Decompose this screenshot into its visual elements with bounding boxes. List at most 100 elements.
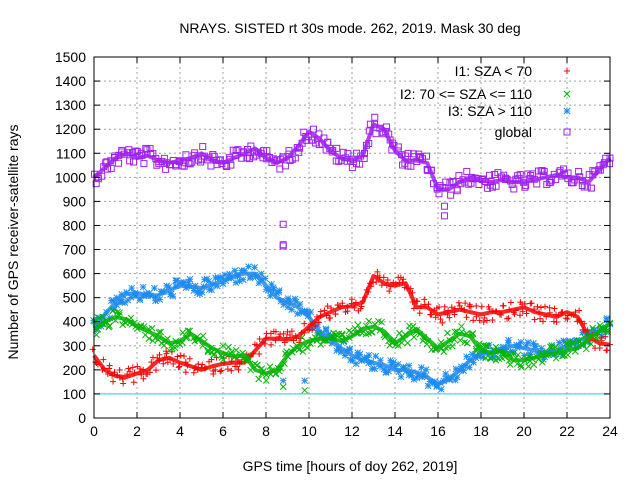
- data-point: [205, 277, 213, 285]
- data-point: [487, 355, 494, 363]
- data-point: [346, 334, 353, 342]
- data-point: [463, 314, 470, 321]
- data-point: [200, 283, 207, 290]
- data-point: [564, 312, 571, 319]
- data-point: [421, 296, 428, 303]
- y-tick-label: 1100: [56, 145, 86, 161]
- data-point: [339, 300, 346, 307]
- data-point: [424, 337, 432, 345]
- data-point: [459, 176, 467, 184]
- data-point: [453, 373, 461, 381]
- data-point: [151, 284, 158, 292]
- data-point: [560, 165, 568, 173]
- x-tick-label: 20: [516, 423, 532, 439]
- data-point: [177, 352, 184, 359]
- data-point: [344, 150, 352, 158]
- data-point: [422, 152, 430, 160]
- legend-marker: [563, 128, 571, 136]
- data-point: [555, 312, 562, 319]
- data-point: [307, 308, 315, 316]
- data-point: [140, 160, 148, 168]
- data-point: [463, 329, 470, 337]
- data-point: [451, 336, 458, 344]
- data-point: [407, 162, 415, 170]
- data-point: [225, 154, 233, 162]
- data-point: [109, 372, 116, 379]
- data-point: [112, 317, 119, 324]
- data-point: [358, 303, 365, 310]
- data-point: [95, 314, 103, 322]
- data-point: [140, 366, 147, 373]
- data-point: [216, 156, 224, 164]
- data-point: [235, 366, 242, 373]
- data-point: [551, 305, 558, 312]
- data-point: [400, 276, 407, 283]
- outlier-point: [439, 319, 446, 326]
- data-point: [198, 288, 206, 296]
- data-point: [268, 341, 275, 348]
- data-point: [476, 317, 483, 324]
- data-point: [162, 165, 170, 173]
- legend-marker: [563, 107, 571, 115]
- x-tick-label: 12: [344, 423, 360, 439]
- data-point: [506, 350, 514, 358]
- data-point: [543, 351, 550, 359]
- data-point: [571, 347, 579, 355]
- series-i2: [91, 307, 614, 394]
- data-point: [156, 296, 164, 303]
- data-point: [299, 348, 307, 355]
- data-point: [145, 335, 153, 342]
- data-point: [175, 364, 182, 371]
- data-point: [153, 161, 161, 169]
- data-point: [128, 284, 136, 292]
- data-point: [489, 317, 496, 324]
- data-point: [457, 180, 465, 188]
- data-point: [99, 313, 106, 321]
- data-point: [164, 335, 171, 342]
- data-point: [398, 151, 406, 159]
- data-point: [451, 328, 459, 336]
- x-tick-label: 6: [219, 423, 227, 439]
- data-point: [596, 322, 604, 329]
- y-tick-label: 0: [78, 410, 86, 426]
- data-point: [484, 342, 491, 350]
- data-point: [501, 353, 509, 361]
- y-tick-label: 800: [63, 217, 87, 233]
- data-point: [414, 298, 421, 305]
- data-point: [384, 277, 391, 284]
- data-point: [315, 130, 323, 138]
- data-point: [324, 303, 331, 310]
- data-point: [585, 331, 593, 339]
- data-point: [514, 351, 522, 359]
- data-point: [142, 144, 150, 152]
- data-point: [461, 306, 468, 313]
- data-point: [362, 141, 370, 149]
- data-point: [351, 304, 358, 311]
- data-point: [546, 304, 553, 311]
- data-point: [212, 366, 219, 373]
- outlier-point: [440, 212, 448, 220]
- outlier-point: [301, 386, 309, 394]
- data-point: [592, 334, 600, 341]
- data-point: [447, 191, 455, 199]
- outlier-point: [279, 383, 287, 391]
- data-point: [106, 362, 113, 369]
- data-point: [99, 320, 106, 328]
- data-point: [186, 355, 193, 362]
- data-point: [137, 149, 145, 157]
- data-point: [140, 375, 147, 382]
- data-point: [538, 167, 546, 175]
- data-point: [564, 174, 572, 182]
- data-point: [473, 313, 480, 320]
- y-tick-label: 1500: [55, 49, 86, 65]
- data-point: [422, 366, 430, 374]
- data-point: [394, 360, 402, 368]
- y-tick-label: 1200: [55, 121, 86, 137]
- data-point: [130, 379, 137, 386]
- data-point: [409, 289, 416, 296]
- data-point: [506, 361, 514, 368]
- data-point: [247, 142, 255, 150]
- data-point: [564, 351, 572, 359]
- data-point: [103, 158, 111, 166]
- data-point: [470, 317, 477, 324]
